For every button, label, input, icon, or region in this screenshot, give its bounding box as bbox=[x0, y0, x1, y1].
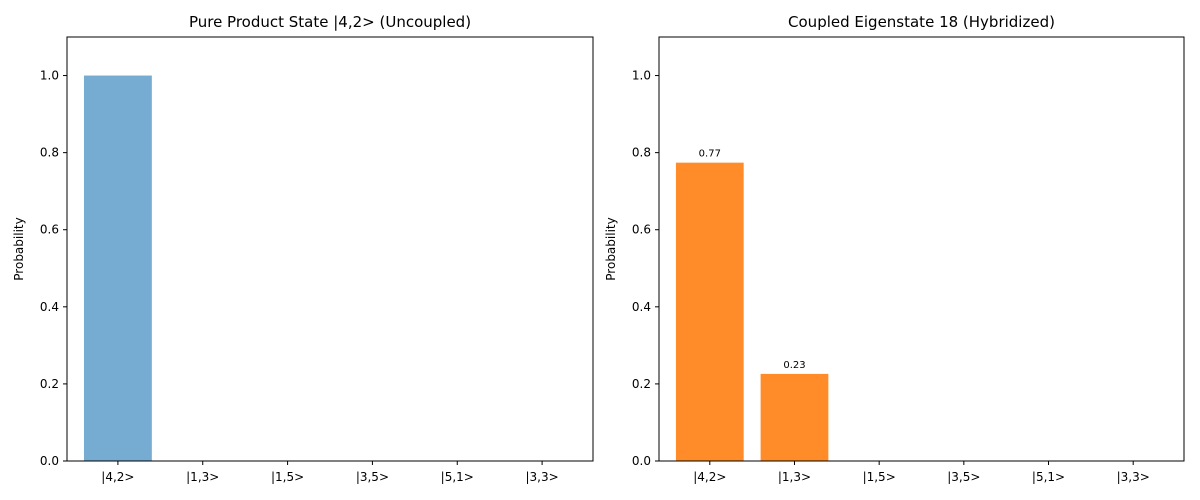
y-tick-label: 0.0 bbox=[632, 454, 651, 468]
chart-panel-1: Pure Product State |4,2> (Uncoupled) |4,2… bbox=[12, 13, 594, 484]
x-tick-label: |3,5> bbox=[356, 470, 389, 484]
x-tick-label: |1,3> bbox=[778, 470, 811, 484]
x-tick-label: |3,5> bbox=[947, 470, 980, 484]
y-tick-label: 0.6 bbox=[40, 223, 59, 237]
x-tick-label: |5,1> bbox=[1032, 470, 1065, 484]
chart-title: Pure Product State |4,2> (Uncoupled) bbox=[189, 13, 471, 31]
x-tick-label: |4,2> bbox=[101, 470, 134, 484]
y-axis-label: Probability bbox=[12, 217, 26, 280]
y-tick-label: 0.0 bbox=[40, 454, 59, 468]
bar-value-label: 0.77 bbox=[699, 149, 721, 160]
x-tick-label: |1,3> bbox=[186, 470, 219, 484]
chart-panel-2: Coupled Eigenstate 18 (Hybridized) 0.77 0.… bbox=[604, 13, 1185, 484]
x-tick-label: |4,2> bbox=[693, 470, 726, 484]
bar-1 bbox=[83, 75, 152, 461]
x-tick-label: |3,3> bbox=[1117, 470, 1150, 484]
bar-value-label: 0.23 bbox=[783, 360, 805, 371]
y-tick-label: 0.4 bbox=[40, 300, 59, 314]
y-tick-label: 1.0 bbox=[632, 69, 651, 83]
y-tick-label: 0.2 bbox=[40, 377, 59, 391]
y-axis-label: Probability bbox=[604, 217, 618, 280]
axes-frame bbox=[658, 36, 1185, 462]
axes-frame bbox=[66, 36, 594, 462]
y-tick-label: 0.4 bbox=[632, 300, 651, 314]
bar-1 bbox=[675, 162, 744, 461]
y-tick-label: 1.0 bbox=[40, 69, 59, 83]
bar-2 bbox=[760, 373, 829, 461]
x-tick-label: |1,5> bbox=[863, 470, 896, 484]
y-tick-label: 0.2 bbox=[632, 377, 651, 391]
y-tick-label: 0.6 bbox=[632, 223, 651, 237]
y-tick-label: 0.8 bbox=[632, 146, 651, 160]
chart-title: Coupled Eigenstate 18 (Hybridized) bbox=[788, 13, 1055, 31]
x-tick-label: |5,1> bbox=[441, 470, 474, 484]
x-tick-label: |1,5> bbox=[271, 470, 304, 484]
y-tick-label: 0.8 bbox=[40, 146, 59, 160]
x-tick-label: |3,3> bbox=[526, 470, 559, 484]
